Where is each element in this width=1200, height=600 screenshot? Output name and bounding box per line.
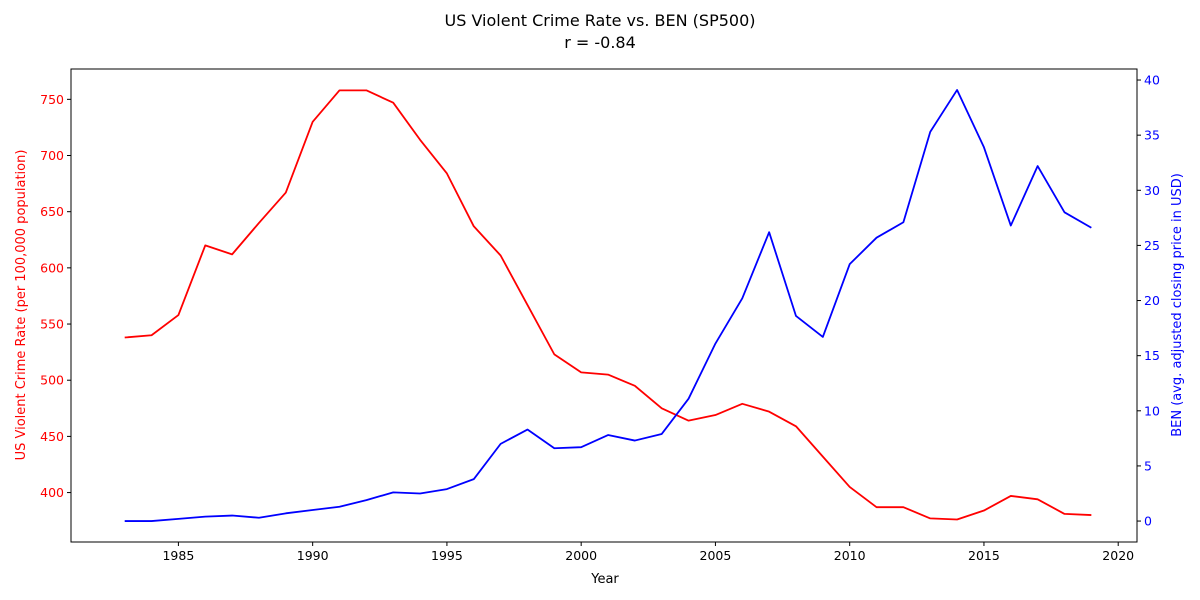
right-y-tick-label: 5 xyxy=(1144,458,1152,473)
left-y-tick-label: 550 xyxy=(40,317,64,332)
right-y-tick-label: 30 xyxy=(1144,183,1160,198)
plot-area: 1985 1990 1995 2000 2005 2010 2015 202040045050… xyxy=(40,68,1160,563)
right-y-tick-label: 20 xyxy=(1144,293,1160,308)
right-y-tick-label: 15 xyxy=(1144,348,1160,363)
x-tick-label: 2010 xyxy=(834,548,866,563)
right-y-tick-label: 40 xyxy=(1144,73,1160,88)
x-tick-label: 2000 xyxy=(565,548,597,563)
left-y-tick-label: 400 xyxy=(40,485,64,500)
right-y-tick-label: 25 xyxy=(1144,238,1160,253)
left-y-tick-label: 650 xyxy=(40,204,64,219)
chart-title: US Violent Crime Rate vs. BEN (SP500) xyxy=(445,11,756,30)
x-tick-label: 2005 xyxy=(700,548,732,563)
x-tick-label: 1985 xyxy=(162,548,194,563)
x-tick-label: 2015 xyxy=(968,548,1000,563)
ben-price-line xyxy=(124,89,1092,522)
left-y-axis-label: US Violent Crime Rate (per 100,000 popul… xyxy=(14,150,29,461)
x-tick-label: 1990 xyxy=(297,548,329,563)
x-tick-label: 2020 xyxy=(1102,548,1134,563)
left-y-tick-label: 500 xyxy=(40,373,64,388)
right-y-tick-label: 35 xyxy=(1144,128,1160,143)
x-tick-label: 1995 xyxy=(431,548,463,563)
left-y-tick-label: 450 xyxy=(40,429,64,444)
left-y-tick-label: 600 xyxy=(40,260,64,275)
x-axis-label: Year xyxy=(590,572,619,587)
right-y-tick-label: 10 xyxy=(1144,403,1160,418)
plot-frame xyxy=(70,68,1138,543)
right-y-tick-label: 0 xyxy=(1144,514,1152,529)
left-y-tick-label: 700 xyxy=(40,148,64,163)
crime-rate-line xyxy=(124,89,1092,521)
left-y-tick-label: 750 xyxy=(40,92,64,107)
chart-subtitle: r = -0.84 xyxy=(564,33,636,52)
right-y-axis-label: BEN (avg. adjusted closing price in USD) xyxy=(1170,173,1185,437)
